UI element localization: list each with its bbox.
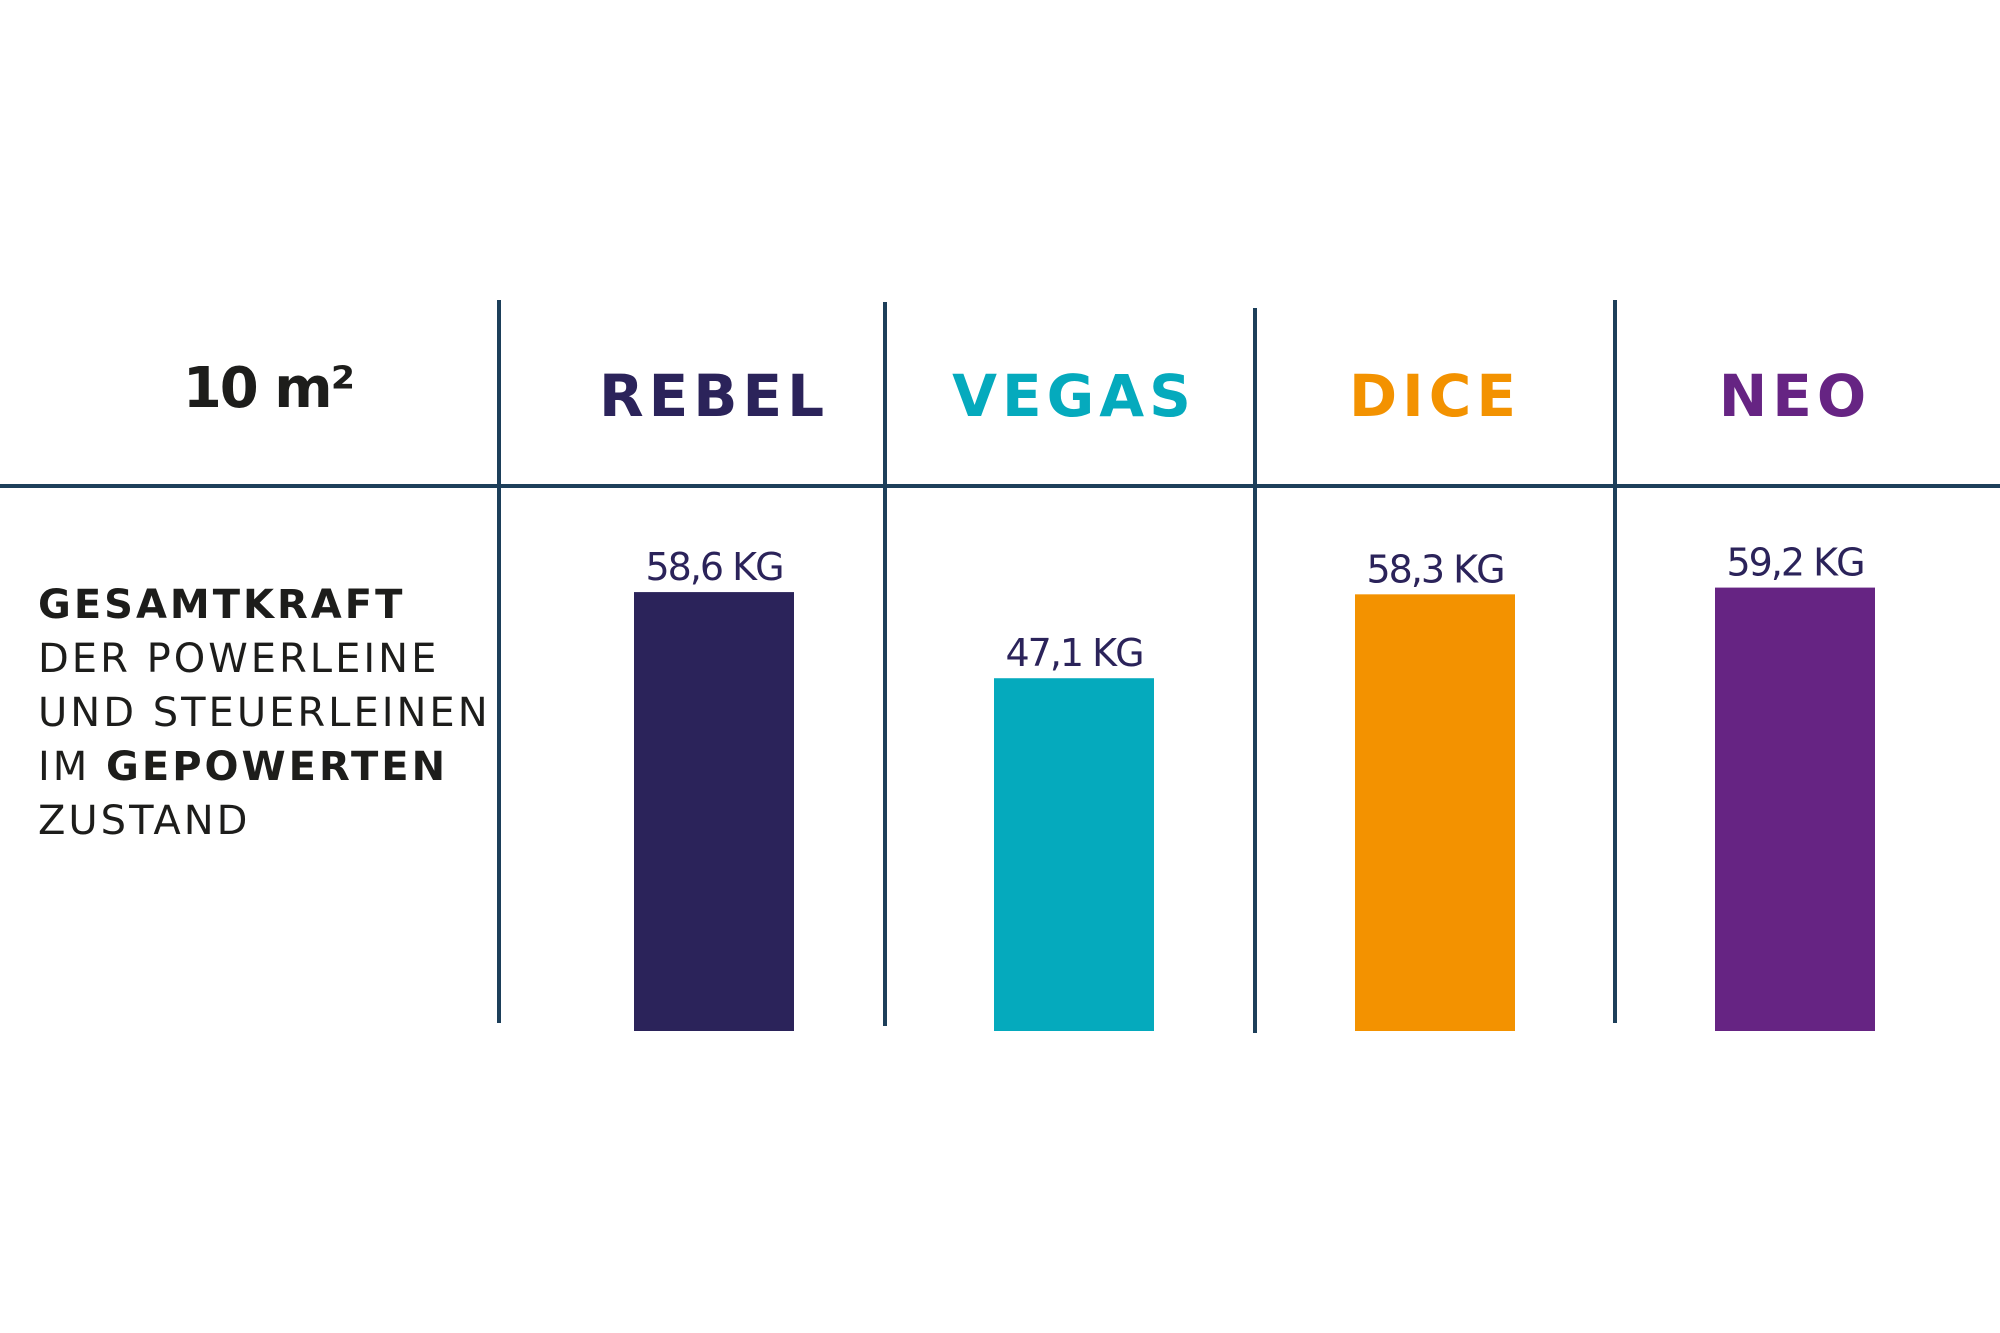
bar <box>1715 587 1875 1031</box>
value-label: 59,2 KG <box>1726 541 1863 585</box>
category-label: DICE <box>1349 362 1521 430</box>
category-label: REBEL <box>599 362 829 430</box>
description-line: DER POWERLEINE <box>38 636 439 682</box>
description-line: GESAMTKRAFT <box>38 582 405 628</box>
description-line: UND STEUERLEINEN <box>38 690 491 736</box>
category-label: VEGAS <box>952 362 1196 430</box>
description-line: IM GEPOWERTEN <box>38 744 448 790</box>
description-text: GESAMTKRAFT <box>38 582 405 628</box>
bar <box>1355 594 1515 1031</box>
value-label: 47,1 KG <box>1005 631 1142 675</box>
description-text: IM <box>38 744 106 790</box>
bar <box>634 592 794 1031</box>
bar <box>994 678 1154 1031</box>
description-text: ZUSTAND <box>38 798 250 844</box>
description-text: GEPOWERTEN <box>106 744 448 790</box>
description-text: UND STEUERLEINEN <box>38 690 491 736</box>
description-line: ZUSTAND <box>38 798 250 844</box>
value-label: 58,3 KG <box>1366 547 1503 591</box>
chart-title: 10 m² <box>183 356 353 421</box>
value-label: 58,6 KG <box>645 545 782 589</box>
category-label: NEO <box>1719 362 1871 430</box>
description-text: DER POWERLEINE <box>38 636 439 682</box>
